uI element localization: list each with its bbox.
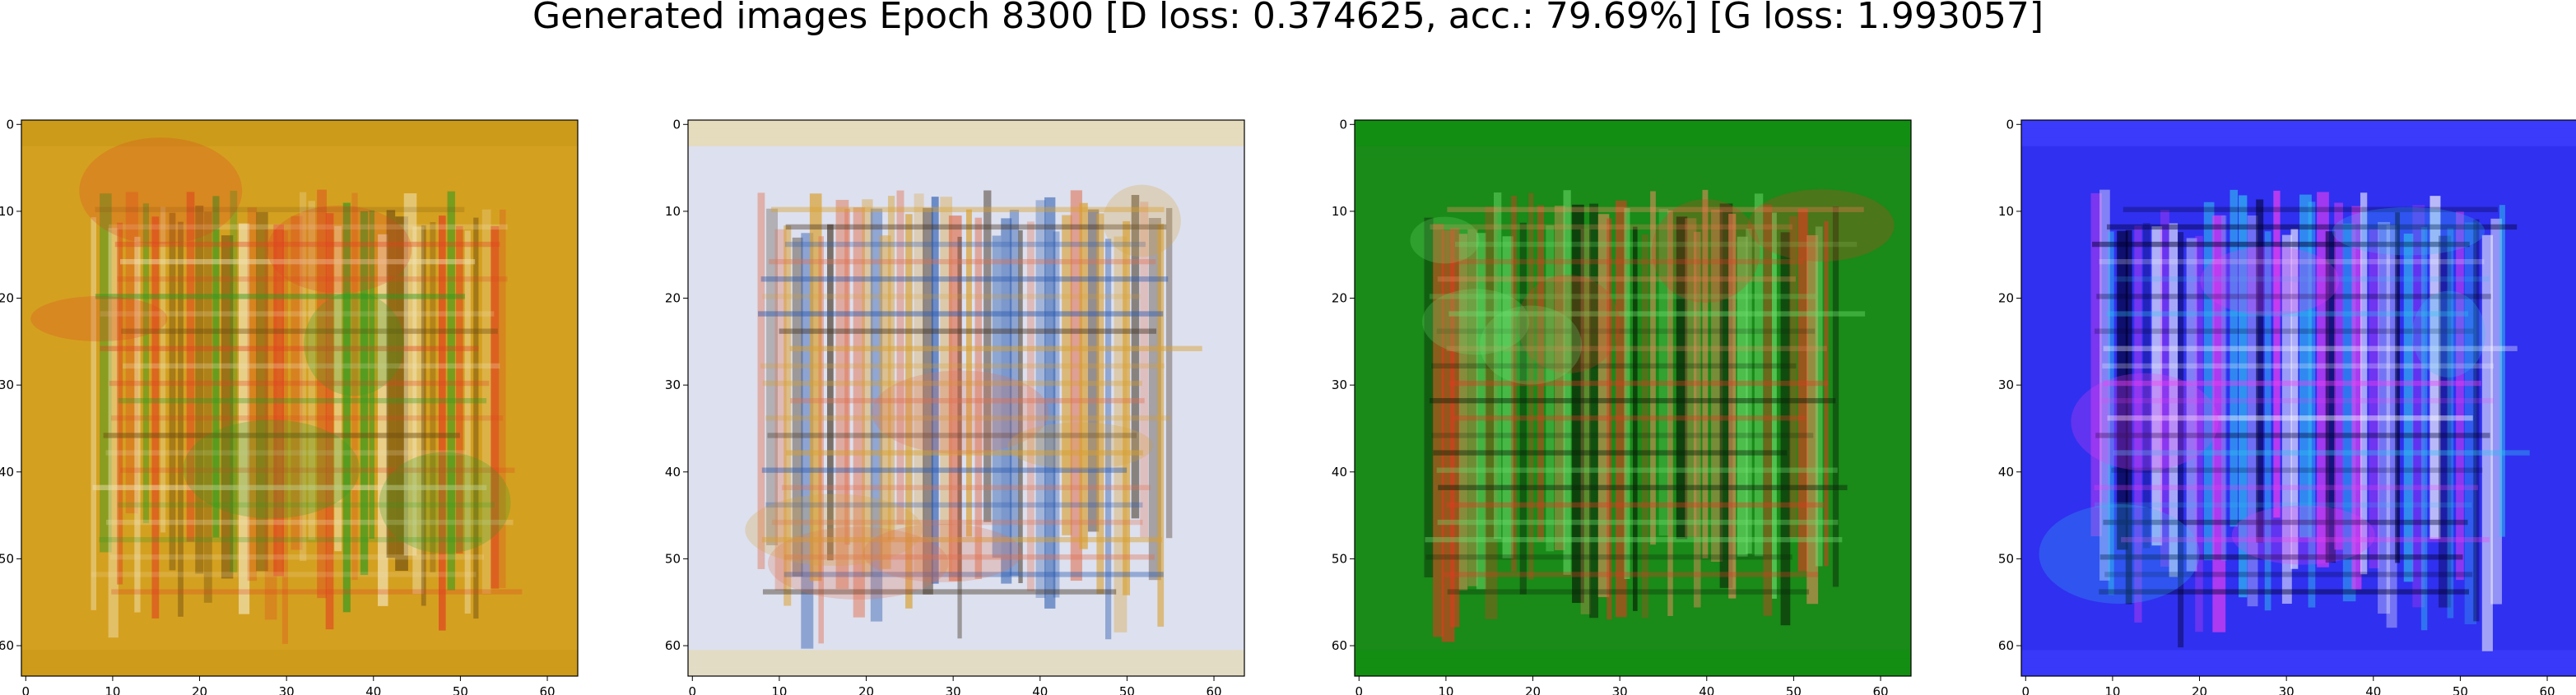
x-tick-label: 50 (453, 684, 468, 695)
image-panel-2: 0 10 20 30 40 50 60 0 10 20 30 40 50 60 (665, 117, 1245, 695)
x-tick-label: 0 (689, 684, 697, 695)
y-tick-label: 30 (0, 378, 14, 392)
x-tick-label: 0 (22, 684, 30, 695)
generated-image (688, 120, 1244, 676)
x-tick-label: 60 (1206, 684, 1221, 695)
y-tick-label: 20 (1998, 291, 2014, 306)
x-tick-label: 20 (1525, 684, 1541, 695)
x-tick-label: 50 (2453, 684, 2468, 695)
x-tick-label: 60 (2539, 684, 2555, 695)
y-tick-label: 10 (1332, 204, 1347, 219)
y-tick-label: 30 (1332, 378, 1347, 392)
y-tick-label: 10 (1998, 204, 2014, 219)
x-tick-label: 40 (2365, 684, 2381, 695)
y-tick-label: 50 (665, 551, 681, 566)
y-tick-label: 20 (1332, 291, 1347, 306)
x-tick-label: 30 (2279, 684, 2295, 695)
image-panel-4: 0 10 20 30 40 50 60 0 10 20 30 40 50 60 (1998, 117, 2576, 695)
axes-frame (1354, 119, 1912, 677)
y-tick-label: 60 (665, 638, 681, 653)
image-panel-1: 0 10 20 30 40 50 60 0 10 20 30 40 50 60 (0, 117, 579, 695)
x-tick-label: 20 (858, 684, 874, 695)
x-tick-label: 0 (1355, 684, 1364, 695)
y-tick-label: 50 (1332, 551, 1347, 566)
image-panel-3: 0 10 20 30 40 50 60 0 10 20 30 40 50 60 (1332, 117, 1912, 695)
x-tick-label: 10 (105, 684, 120, 695)
x-tick-label: 30 (1612, 684, 1628, 695)
y-tick-label: 40 (665, 465, 681, 480)
y-tick-label: 40 (1332, 465, 1347, 480)
y-tick-label: 50 (0, 551, 14, 566)
y-tick-label: 30 (1998, 378, 2014, 392)
y-tick-label: 50 (1998, 551, 2014, 566)
axes-frame (2020, 119, 2576, 677)
y-tick-label: 60 (0, 638, 14, 653)
y-tick-label: 40 (1998, 465, 2014, 480)
y-tick-label: 0 (672, 117, 681, 132)
figure-title: Generated images Epoch 8300 [D loss: 0.3… (532, 0, 2044, 37)
y-tick-label: 20 (665, 291, 681, 306)
x-tick-label: 20 (2192, 684, 2207, 695)
x-tick-label: 10 (1438, 684, 1453, 695)
x-tick-label: 60 (539, 684, 555, 695)
y-tick-label: 0 (1339, 117, 1347, 132)
y-tick-label: 60 (1332, 638, 1347, 653)
generated-image (2021, 120, 2576, 676)
x-tick-label: 40 (1032, 684, 1048, 695)
x-tick-label: 30 (946, 684, 961, 695)
y-tick-label: 30 (665, 378, 681, 392)
x-tick-label: 50 (1119, 684, 1135, 695)
x-tick-label: 0 (2022, 684, 2030, 695)
y-tick-label: 0 (6, 117, 14, 132)
generated-image (21, 120, 578, 676)
x-tick-label: 10 (771, 684, 787, 695)
x-tick-label: 40 (1699, 684, 1714, 695)
axes-frame (687, 119, 1245, 677)
y-tick-label: 60 (1998, 638, 2014, 653)
x-tick-label: 60 (1872, 684, 1888, 695)
x-tick-label: 40 (365, 684, 381, 695)
axes-frame (21, 119, 579, 677)
x-tick-label: 10 (2104, 684, 2120, 695)
x-tick-label: 20 (192, 684, 207, 695)
y-tick-label: 10 (0, 204, 14, 219)
y-tick-label: 20 (0, 291, 14, 306)
y-tick-label: 40 (0, 465, 14, 480)
generated-image (1355, 120, 1911, 676)
y-tick-label: 10 (665, 204, 681, 219)
y-tick-label: 0 (2006, 117, 2014, 132)
x-tick-label: 50 (1786, 684, 1802, 695)
x-tick-label: 30 (279, 684, 295, 695)
